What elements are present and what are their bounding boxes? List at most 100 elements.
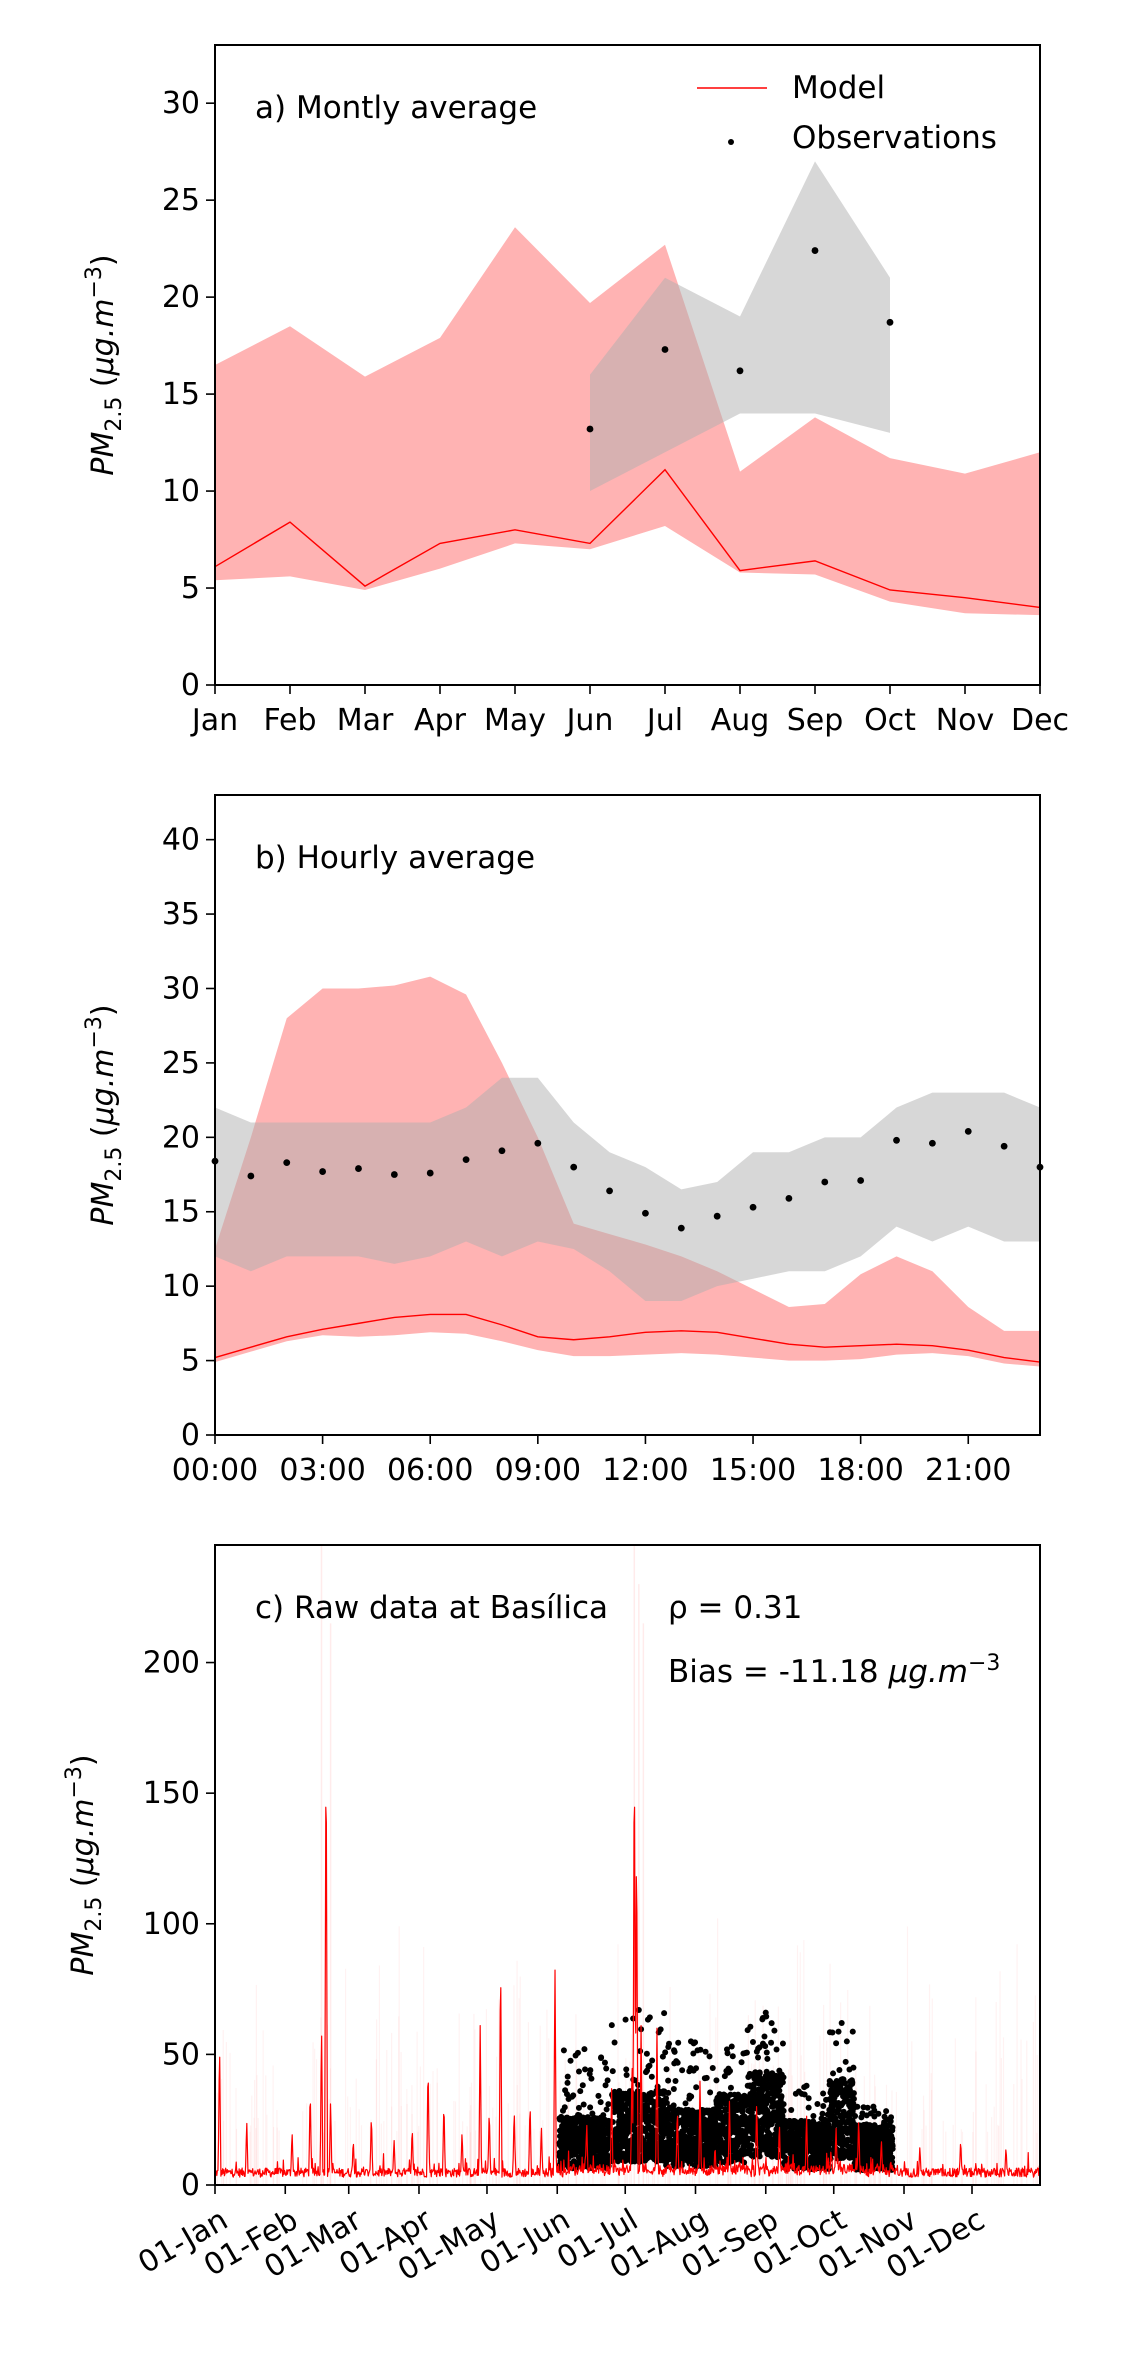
observation-point [753,2072,760,2079]
observation-point [595,2124,602,2131]
observation-point [665,2077,672,2084]
observation-point [737,2135,744,2142]
observation-point [701,2127,708,2134]
observation-point [602,2082,609,2089]
observation-point [842,2058,849,2065]
observation-point [594,2141,601,2148]
observation-point [893,1136,900,1144]
observation-point [661,346,669,353]
observation-point [794,2125,801,2132]
observation-point [773,2126,780,2133]
observation-point [693,2146,700,2153]
observation-point [779,2112,786,2119]
observation-point [684,2122,691,2129]
observation-range-band [215,1077,1040,1302]
observation-point [686,2092,693,2099]
observation-point [811,247,819,254]
observation-point [704,2148,711,2155]
y-axis-ticks: 0 5 10 15 20 25 30 [162,86,215,703]
observation-point [670,2047,677,2054]
bias-annotation: Bias = -11.18 μg.m−3 [668,1651,1000,1690]
y-tick-label: 15 [162,377,200,412]
observation-point [693,2065,700,2072]
observation-point [828,2101,835,2108]
observation-point [819,2110,826,2117]
observation-point [611,2039,618,2046]
ylabel-unit: μg.m [66,1799,101,1877]
observation-point [670,2086,677,2093]
panel-hourly-average: 0 5 10 15 20 25 30 35 40 00:00 03:00 06:00 09:00 12:… [82,794,1044,1488]
observation-point [608,2022,615,2029]
observation-point [765,2131,772,2138]
x-tick-label: Aug [711,703,770,738]
observation-point [889,2141,896,2148]
observation-point [759,2016,766,2023]
observation-point [581,2046,588,2053]
observation-point [838,2129,845,2136]
observation-point [770,2090,777,2097]
observation-point [768,2039,775,2046]
axes-frame [214,1544,1041,2186]
observation-point [319,1168,327,1175]
x-tick-label: Nov [936,703,995,738]
observation-point [744,2127,751,2134]
observation-point [676,2155,683,2162]
observation-point [560,2047,567,2054]
observation-point [835,2104,842,2111]
observation-point [763,2085,770,2092]
observation-point [666,2138,673,2145]
observation-point [724,2050,731,2057]
model-line [214,1313,1041,1363]
observation-point [733,2129,740,2136]
observation-point [682,2100,689,2107]
observation-point [729,2053,736,2060]
observation-point [566,2138,573,2145]
observation-point [355,1165,362,1172]
observation-point [793,2145,800,2152]
observation-point [851,2121,858,2128]
y-tick-label: 0 [181,668,200,703]
observation-point [734,2142,741,2149]
observation-point [818,2115,825,2122]
observation-point [818,2124,825,2131]
observation-point [612,2134,619,2141]
observation-point [784,2144,791,2151]
observation-point [860,2157,867,2164]
observation-point [611,2097,618,2104]
observation-point [673,2058,680,2065]
model-line [214,1806,1041,2178]
observation-point [623,2066,630,2073]
observation-point [750,2095,757,2102]
observation-point [880,2121,887,2128]
observation-point [651,2156,658,2163]
observation-point [665,2044,672,2051]
observation-point [758,2102,765,2109]
observation-point [753,2048,760,2055]
observation-point [612,2126,619,2133]
legend-label-model: Model [792,70,885,106]
observation-point [830,2070,837,2077]
observation-point [736,367,744,375]
observation-point [833,2040,840,2047]
observation-point [705,2118,712,2125]
observation-point [621,2121,628,2128]
observation-point [644,2132,651,2138]
observation-point [767,2112,774,2119]
observation-point [716,2128,723,2135]
panel-raw-data: 0 50 100 150 200 01-Jan01-Feb01-Mar01-Apr01-… [62,1544,1041,2288]
observation-point [645,2146,652,2153]
x-tick-label: May [484,703,546,738]
observation-point [846,2154,853,2161]
observation-point [777,2082,784,2089]
observation-point [779,2040,786,2047]
observation-point [791,2140,798,2147]
observation-point [707,2153,714,2160]
observation-point [614,2101,621,2108]
y-tick-label: 35 [162,897,200,932]
observation-point [842,2080,849,2087]
observation-point [763,2049,770,2056]
observation-point [889,2145,896,2152]
ylabel-sub: 2.5 [82,1897,107,1932]
observation-point [709,2065,716,2072]
